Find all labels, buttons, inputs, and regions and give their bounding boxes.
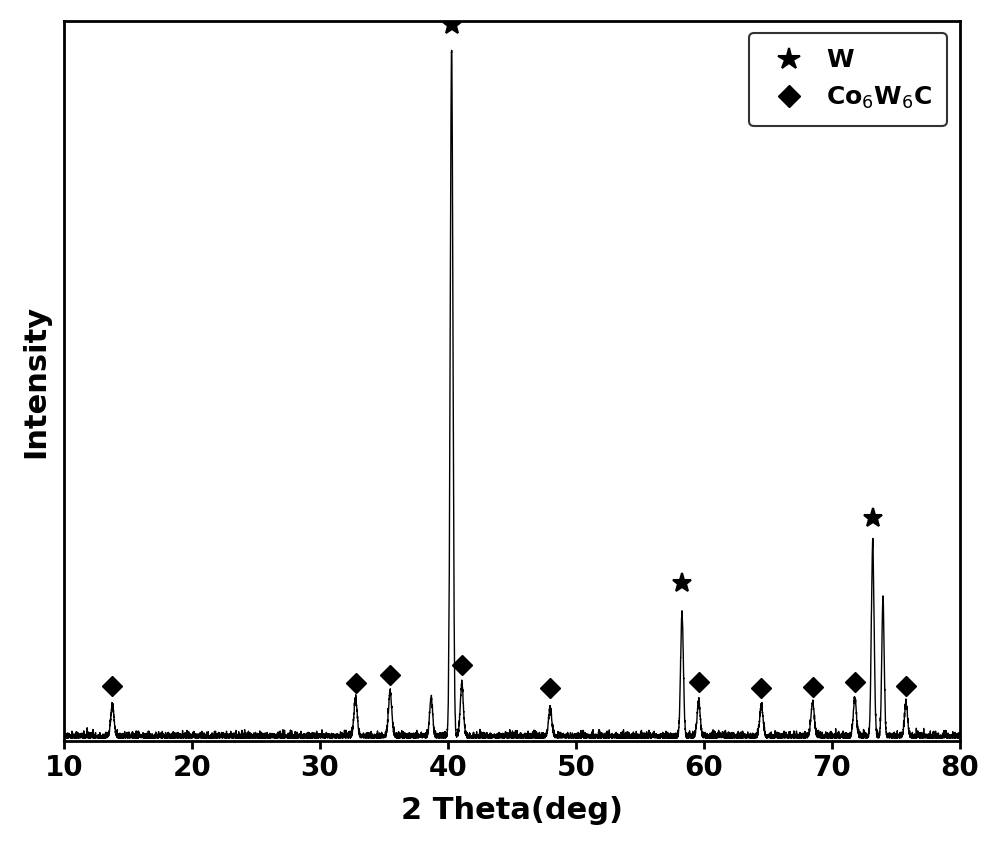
Y-axis label: Intensity: Intensity xyxy=(21,305,50,458)
Legend: W, Co$_6$W$_6$C: W, Co$_6$W$_6$C xyxy=(749,33,947,126)
X-axis label: 2 Theta(deg): 2 Theta(deg) xyxy=(401,796,623,825)
